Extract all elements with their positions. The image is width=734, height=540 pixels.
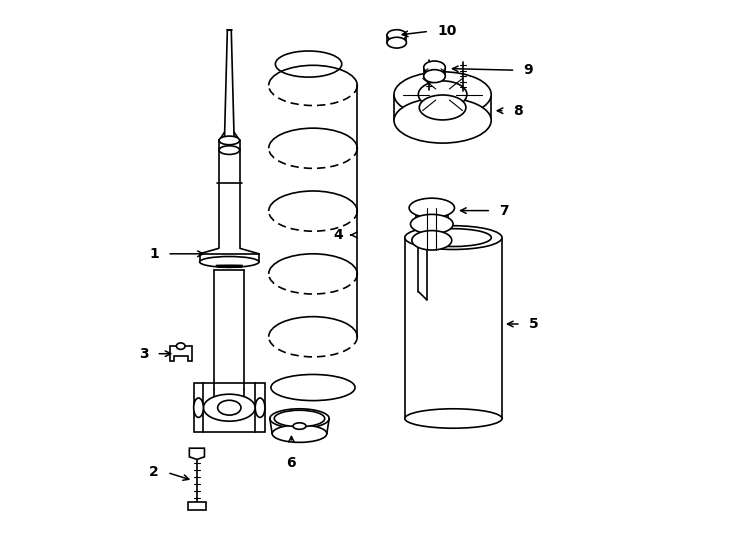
Polygon shape <box>188 502 206 510</box>
Text: 10: 10 <box>437 24 457 38</box>
Ellipse shape <box>218 400 241 415</box>
Ellipse shape <box>194 398 203 417</box>
Ellipse shape <box>410 214 453 234</box>
Ellipse shape <box>176 343 185 349</box>
Text: 8: 8 <box>513 104 523 118</box>
Text: 7: 7 <box>499 204 509 218</box>
Ellipse shape <box>200 256 259 267</box>
Ellipse shape <box>293 423 306 429</box>
Polygon shape <box>189 448 205 460</box>
Polygon shape <box>255 383 265 432</box>
Ellipse shape <box>255 398 265 417</box>
Ellipse shape <box>219 146 239 154</box>
Ellipse shape <box>387 37 407 48</box>
Text: 2: 2 <box>149 465 159 480</box>
Text: 6: 6 <box>286 456 297 470</box>
Ellipse shape <box>412 231 451 250</box>
Ellipse shape <box>203 394 255 421</box>
Ellipse shape <box>394 72 491 117</box>
Ellipse shape <box>404 226 502 249</box>
Ellipse shape <box>415 229 491 246</box>
Text: 4: 4 <box>333 228 343 242</box>
Polygon shape <box>194 383 203 432</box>
Ellipse shape <box>404 409 502 428</box>
Ellipse shape <box>424 61 446 74</box>
Text: 3: 3 <box>139 347 148 361</box>
Ellipse shape <box>387 30 407 40</box>
Ellipse shape <box>275 410 324 427</box>
Ellipse shape <box>409 198 454 218</box>
Ellipse shape <box>270 409 330 428</box>
Text: 9: 9 <box>523 63 533 77</box>
Ellipse shape <box>219 136 239 145</box>
Ellipse shape <box>418 81 467 108</box>
Ellipse shape <box>272 425 327 442</box>
Text: 5: 5 <box>529 317 539 331</box>
Text: 1: 1 <box>149 247 159 261</box>
Ellipse shape <box>419 95 466 120</box>
Ellipse shape <box>424 70 446 83</box>
Ellipse shape <box>394 98 491 143</box>
Polygon shape <box>170 346 192 361</box>
